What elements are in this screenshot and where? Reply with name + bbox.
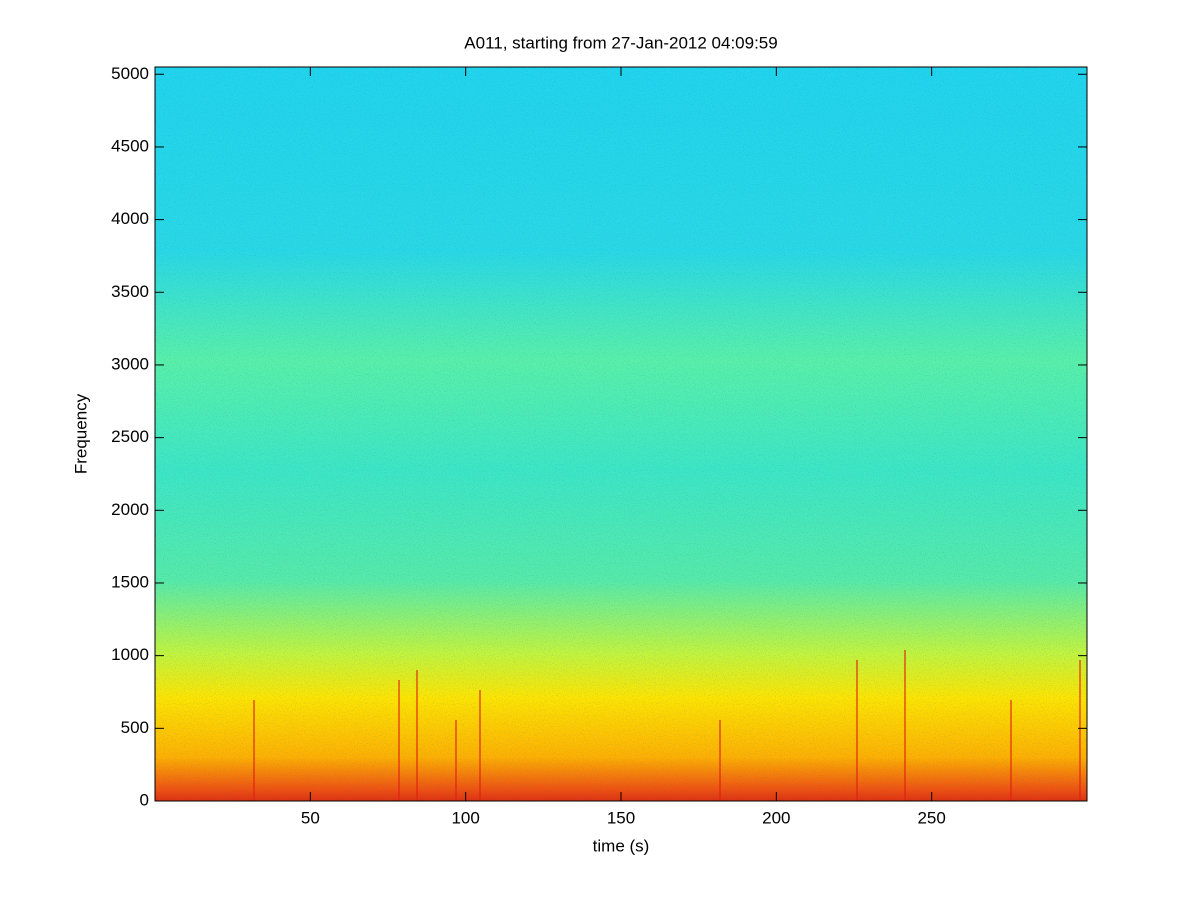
y-tick-label: 5000 bbox=[111, 64, 149, 83]
x-tick-label: 50 bbox=[301, 808, 320, 827]
y-tick-label: 3000 bbox=[111, 354, 149, 373]
chart-title: A011, starting from 27-Jan-2012 04:09:59 bbox=[464, 33, 777, 52]
y-tick-label: 0 bbox=[140, 790, 149, 809]
x-tick-label: 250 bbox=[917, 808, 945, 827]
x-tick-label: 100 bbox=[451, 808, 479, 827]
y-tick-label: 2500 bbox=[111, 427, 149, 446]
spectrogram-image bbox=[154, 66, 1088, 802]
y-tick-label: 4500 bbox=[111, 136, 149, 155]
x-tick-label: 200 bbox=[762, 808, 790, 827]
y-tick-label: 4000 bbox=[111, 209, 149, 228]
x-axis-label: time (s) bbox=[593, 836, 650, 855]
x-tick-label: 150 bbox=[607, 808, 635, 827]
y-tick-label: 3500 bbox=[111, 282, 149, 301]
y-tick-label: 2000 bbox=[111, 500, 149, 519]
y-tick-label: 1000 bbox=[111, 645, 149, 664]
y-tick-label: 500 bbox=[121, 718, 149, 737]
y-tick-label: 1500 bbox=[111, 572, 149, 591]
y-axis-label: Frequency bbox=[71, 393, 90, 474]
